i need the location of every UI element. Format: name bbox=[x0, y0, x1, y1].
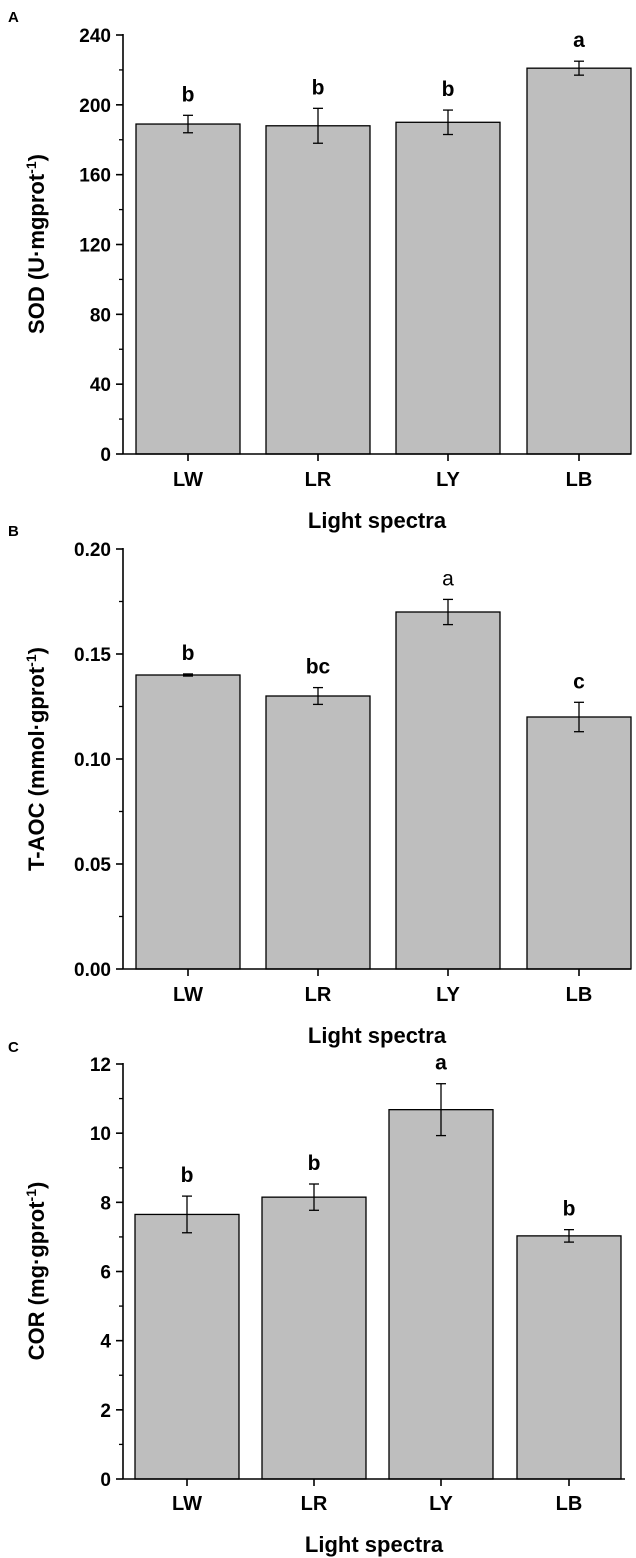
y-axis-title-main: COR (mg·gprot bbox=[24, 1201, 49, 1361]
y-axis-title-end: ) bbox=[24, 1182, 49, 1189]
y-tick-label: 0 bbox=[100, 445, 111, 466]
y-axis-title-superscript: -1 bbox=[23, 654, 39, 667]
significance-label-lr: bc bbox=[306, 656, 331, 679]
x-tick-label-lb: LB bbox=[556, 1493, 583, 1515]
error-bar-lr bbox=[309, 1183, 319, 1211]
significance-label-ly: a bbox=[442, 567, 454, 590]
bar-lw bbox=[135, 123, 241, 455]
x-tick-label-lr: LR bbox=[301, 1493, 328, 1515]
panel-letter: A bbox=[8, 9, 19, 26]
significance-label-ly: b bbox=[442, 78, 455, 101]
y-axis-title: T-AOC (mmol·gprot-1) bbox=[23, 647, 49, 871]
chart-panel-b: Bb bc a c 0.00 0.05 0.10 0.15 0.20 LW LR LY LB Light … bbox=[8, 523, 632, 1048]
error-bar-lw bbox=[182, 1195, 192, 1234]
bar-ly bbox=[395, 611, 501, 970]
x-tick-label-ly: LY bbox=[429, 1493, 453, 1515]
x-tick-label-lw: LW bbox=[173, 469, 203, 491]
y-axis-title: SOD (U·mgprot-1) bbox=[23, 154, 49, 334]
error-bar-lw bbox=[183, 673, 193, 677]
bar-lr bbox=[265, 695, 371, 970]
y-axis-title-end: ) bbox=[24, 647, 49, 654]
error-bar-lb bbox=[574, 60, 584, 76]
y-axis-title-main: SOD (U·mgprot bbox=[24, 173, 49, 334]
error-bar-ly bbox=[443, 109, 453, 136]
significance-label-lw: b bbox=[182, 642, 195, 665]
x-axis-title: Light spectra bbox=[308, 508, 447, 533]
bar-lb bbox=[526, 716, 632, 970]
bar-lr bbox=[265, 125, 371, 455]
x-axis-title: Light spectra bbox=[305, 1532, 444, 1557]
y-tick-label: 240 bbox=[79, 26, 111, 47]
y-axis-title-main: T-AOC (mmol·gprot bbox=[24, 666, 49, 871]
y-tick-label: 40 bbox=[90, 375, 111, 396]
y-axis-title-superscript: -1 bbox=[23, 1189, 39, 1202]
y-tick-label: 0.05 bbox=[74, 855, 111, 876]
significance-label-lb: a bbox=[573, 29, 585, 52]
x-tick-label-lr: LR bbox=[305, 984, 332, 1006]
bar-lb bbox=[516, 1235, 622, 1480]
bar-ly bbox=[395, 121, 501, 455]
x-tick-label-lw: LW bbox=[173, 984, 203, 1006]
y-tick-label: 2 bbox=[100, 1401, 111, 1422]
y-tick-label: 12 bbox=[90, 1055, 111, 1076]
x-tick-label-lw: LW bbox=[172, 1493, 202, 1515]
y-axis-title: COR (mg·gprot-1) bbox=[23, 1182, 49, 1361]
error-bar-lr bbox=[313, 686, 323, 706]
error-bar-lr bbox=[313, 107, 323, 144]
y-tick-label: 6 bbox=[100, 1263, 111, 1284]
y-axis-title-superscript: -1 bbox=[23, 161, 39, 174]
significance-label-ly: a bbox=[435, 1052, 447, 1075]
y-tick-label: 0.20 bbox=[74, 540, 111, 561]
significance-label-lb: b bbox=[563, 1198, 576, 1221]
y-tick-label: 80 bbox=[90, 305, 111, 326]
error-bar-lb bbox=[574, 701, 584, 733]
y-tick-label: 0 bbox=[100, 1470, 111, 1491]
bar-ly bbox=[388, 1109, 494, 1480]
x-tick-label-ly: LY bbox=[436, 469, 460, 491]
x-tick-label-lb: LB bbox=[566, 469, 593, 491]
significance-label-lr: b bbox=[312, 76, 325, 99]
significance-label-lb: c bbox=[573, 670, 585, 693]
y-tick-label: 4 bbox=[100, 1332, 111, 1353]
x-tick-label-ly: LY bbox=[436, 984, 460, 1006]
y-axis-title-end: ) bbox=[24, 154, 49, 161]
error-bar-lb bbox=[564, 1229, 574, 1243]
y-tick-label: 8 bbox=[100, 1193, 111, 1214]
x-tick-label-lb: LB bbox=[566, 984, 593, 1006]
significance-label-lw: b bbox=[181, 1164, 194, 1187]
bar-lw bbox=[135, 674, 241, 970]
y-tick-label: 200 bbox=[79, 96, 111, 117]
significance-label-lw: b bbox=[182, 83, 195, 106]
y-tick-label: 0.10 bbox=[74, 750, 111, 771]
bar-lw bbox=[134, 1213, 240, 1480]
x-axis-title: Light spectra bbox=[308, 1023, 447, 1048]
chart-panel-a: Ab b b a 0 40 80 120 160 200 240 LW LR LY LB Light spec… bbox=[8, 9, 632, 533]
y-tick-label: 0.15 bbox=[74, 645, 111, 666]
y-tick-label: 160 bbox=[79, 166, 111, 187]
panel-letter: C bbox=[8, 1039, 19, 1056]
y-tick-label: 10 bbox=[90, 1124, 111, 1145]
y-tick-label: 120 bbox=[79, 236, 111, 257]
error-bar-ly bbox=[436, 1083, 446, 1137]
y-tick-label: 0.00 bbox=[74, 960, 111, 981]
significance-label-lr: b bbox=[308, 1152, 321, 1175]
error-bar-ly bbox=[443, 598, 453, 626]
x-tick-label-lr: LR bbox=[305, 469, 332, 491]
bar-lb bbox=[526, 67, 632, 455]
panel-letter: B bbox=[8, 523, 19, 540]
bar-lr bbox=[261, 1196, 367, 1480]
error-bar-lw bbox=[183, 114, 193, 134]
chart-panel-c: Cb b a b 0 2 4 6 8 10 12 LW LR LY LB Light spectra COR (… bbox=[8, 1039, 625, 1557]
